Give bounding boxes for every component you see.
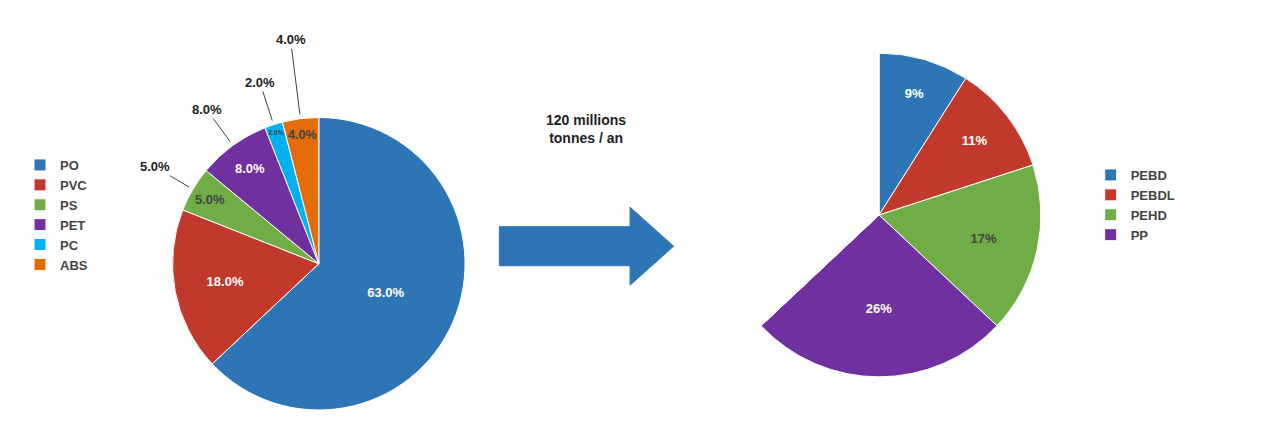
- svg-text:PC: PC: [60, 238, 79, 253]
- svg-text:5.0%: 5.0%: [195, 192, 225, 207]
- svg-text:4.0%: 4.0%: [276, 32, 306, 47]
- svg-text:2.0%: 2.0%: [269, 129, 284, 136]
- svg-text:26%: 26%: [866, 301, 892, 316]
- svg-text:11%: 11%: [962, 133, 988, 148]
- svg-text:PO: PO: [60, 158, 79, 173]
- svg-text:PEHD: PEHD: [1131, 208, 1167, 223]
- svg-text:PEBD: PEBD: [1131, 168, 1167, 183]
- svg-text:8.0%: 8.0%: [192, 102, 222, 117]
- svg-text:PET: PET: [60, 218, 85, 233]
- svg-text:120 millionstonnes / an: 120 millionstonnes / an: [546, 112, 626, 146]
- svg-text:18.0%: 18.0%: [207, 274, 244, 289]
- svg-text:5.0%: 5.0%: [140, 159, 170, 174]
- svg-text:PEBDL: PEBDL: [1131, 188, 1175, 203]
- svg-text:ABS: ABS: [60, 258, 88, 273]
- svg-text:8.0%: 8.0%: [235, 161, 265, 176]
- svg-text:17%: 17%: [970, 231, 996, 246]
- svg-text:PVC: PVC: [60, 178, 87, 193]
- svg-text:63.0%: 63.0%: [367, 285, 404, 300]
- svg-text:9%: 9%: [905, 86, 924, 101]
- svg-text:2.0%: 2.0%: [245, 75, 275, 90]
- svg-text:PP: PP: [1131, 228, 1149, 243]
- svg-text:PS: PS: [60, 198, 78, 213]
- svg-text:4.0%: 4.0%: [288, 128, 317, 142]
